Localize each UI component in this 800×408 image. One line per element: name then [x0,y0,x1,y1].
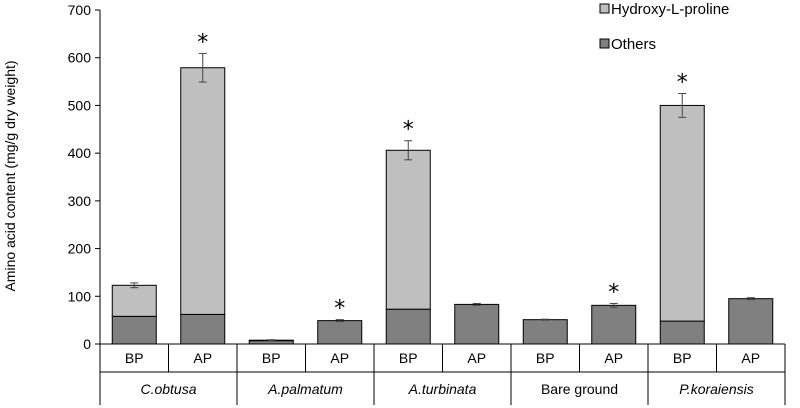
y-tick-label: 500 [68,97,92,113]
y-tick-label: 600 [68,50,92,66]
bar-others [317,320,363,345]
bar-others [454,303,500,345]
bar-others [522,319,568,345]
x-tick-label: BP [125,350,144,366]
legend: Hydroxy-L-proline Others [599,1,729,53]
plot-area: 0 100 200 300 400 500 600 700 BP * AP BP * AP * BP AP BP *… [68,2,786,405]
bar-hydroxy-l-proline [385,149,431,310]
x-tick-label: AP [193,350,212,366]
significance-star: * [677,71,688,96]
group-label: P.koraiensis [679,381,753,397]
group-label: Bare ground [541,381,618,397]
x-tick-label: AP [467,350,486,366]
bar-others [659,320,705,345]
legend-swatch [599,3,610,14]
y-axis-label: Amino acid content (mg/g dry weight) [2,60,18,291]
y-tick-label: 300 [68,193,92,209]
legend-swatch [599,38,610,49]
bar-hydroxy-l-proline [659,104,705,322]
group-label: A.palmatum [267,381,343,397]
legend-label: Hydroxy-L-proline [611,1,729,18]
significance-star: * [608,280,619,305]
bar-others [728,298,774,345]
x-tick-label: BP [536,350,555,366]
group-label: C.obtusa [140,381,196,397]
bar-others [385,308,431,345]
bar-others [111,315,157,345]
y-tick-label: 100 [68,288,92,304]
bar-others [591,304,637,345]
y-tick-label: 400 [68,145,92,161]
y-tick-label: 700 [68,2,92,18]
x-tick-label: AP [330,350,349,366]
significance-star: * [403,118,414,143]
bar-hydroxy-l-proline [180,67,226,315]
x-tick-label: AP [741,350,760,366]
x-tick-label: BP [673,350,692,366]
significance-star: * [197,30,208,55]
x-tick-label: BP [262,350,281,366]
x-tick-label: AP [604,350,623,366]
x-tick-label: BP [399,350,418,366]
y-tick-label: 0 [83,336,91,352]
significance-star: * [334,297,345,322]
legend-label: Others [611,36,656,53]
y-tick-label: 200 [68,241,92,257]
bar-others [248,340,294,345]
group-label: A.turbinata [408,381,477,397]
bar-others [180,313,226,345]
bar-hydroxy-l-proline [111,284,157,317]
